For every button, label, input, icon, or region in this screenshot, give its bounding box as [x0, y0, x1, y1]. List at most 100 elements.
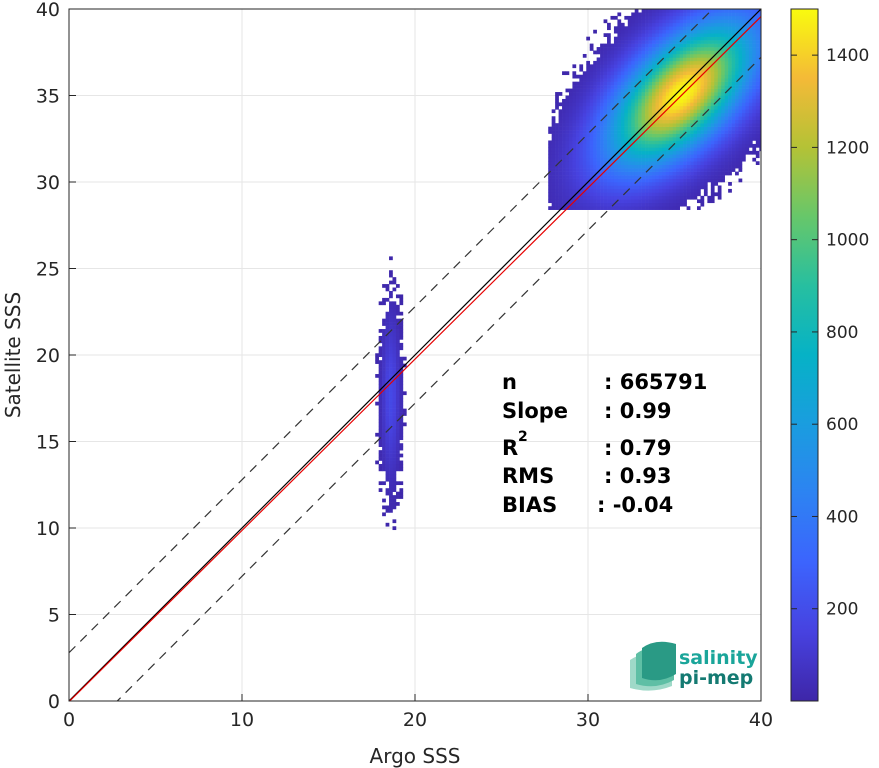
density-cell: [662, 15, 667, 20]
density-cell: [672, 50, 677, 55]
density-cell: [586, 188, 591, 193]
density-cell: [717, 78, 722, 82]
density-cell: [696, 47, 701, 51]
density-cell: [714, 26, 719, 31]
density-cell: [683, 19, 687, 24]
density-cell: [655, 202, 660, 207]
density-cell: [679, 92, 684, 96]
density-cell: [389, 481, 393, 486]
density-cell: [707, 126, 712, 131]
density-cell: [558, 192, 563, 197]
density-cell: [703, 185, 708, 190]
density-cell: [392, 495, 397, 499]
density-cell: [389, 443, 393, 447]
density-cell: [669, 164, 674, 169]
density-cell: [755, 133, 760, 138]
density-cell: [686, 206, 691, 210]
density-cell: [620, 47, 625, 51]
density-cell: [589, 143, 594, 148]
density-cell: [735, 102, 739, 107]
density-cell: [714, 126, 719, 131]
density-cell: [572, 182, 577, 186]
density-cell: [589, 137, 594, 141]
density-cell: [728, 47, 732, 51]
density-cell: [631, 12, 636, 17]
density-cell: [676, 85, 680, 89]
density-cell: [382, 467, 386, 472]
density-cell: [555, 95, 559, 100]
density-cell: [575, 206, 580, 210]
density-cell: [607, 60, 611, 65]
density-cell: [658, 185, 663, 190]
density-cell: [658, 161, 663, 165]
density-cell: [627, 67, 632, 72]
density-cell: [652, 9, 656, 13]
density-cell: [759, 88, 761, 93]
density-cell: [389, 332, 393, 337]
density-cell: [562, 133, 566, 138]
density-cell: [610, 171, 615, 176]
density-cell: [600, 78, 604, 82]
density-cell: [603, 195, 608, 200]
density-cell: [645, 92, 649, 96]
density-cell: [735, 105, 739, 110]
density-cell: [652, 22, 656, 27]
density-cell: [631, 178, 636, 183]
density-cell: [717, 64, 722, 69]
density-cell: [652, 33, 656, 37]
density-cell: [679, 192, 684, 197]
density-cell: [382, 377, 386, 382]
density-cell: [721, 9, 725, 13]
density-cell: [378, 335, 383, 340]
density-cell: [562, 164, 566, 169]
density-cell: [728, 119, 732, 124]
density-cell: [669, 178, 674, 183]
density-cell: [399, 429, 404, 434]
density-cell: [741, 53, 746, 58]
density-cell: [399, 332, 404, 337]
density-cell: [575, 150, 580, 155]
density-cell: [624, 98, 629, 103]
density-cell: [565, 182, 570, 186]
density-cell: [617, 195, 622, 200]
density-cell: [627, 188, 632, 193]
density-cell: [565, 175, 570, 179]
density-cell: [707, 71, 712, 76]
density-cell: [378, 457, 383, 461]
density-cell: [641, 36, 646, 41]
density-cell: [714, 85, 719, 89]
density-cell: [596, 71, 601, 76]
density-cell: [748, 130, 753, 134]
density-cell: [620, 85, 625, 89]
density-cell: [648, 178, 653, 183]
density-cell: [714, 171, 719, 176]
density-cell: [690, 12, 694, 17]
density-cell: [686, 105, 691, 110]
density-cell: [620, 53, 625, 58]
density-cell: [562, 105, 566, 110]
density-cell: [579, 150, 584, 155]
density-cell: [755, 26, 760, 31]
density-cell: [631, 130, 636, 134]
density-cell: [759, 147, 761, 152]
density-cell: [714, 192, 719, 197]
density-cell: [593, 147, 597, 152]
density-cell: [683, 67, 687, 72]
density-cell: [389, 412, 393, 416]
density-cell: [607, 105, 611, 110]
density-cell: [593, 164, 597, 169]
density-cell: [738, 53, 743, 58]
density-cell: [634, 74, 639, 79]
density-cell: [627, 95, 632, 100]
density-cell: [610, 133, 615, 138]
density-cell: [575, 185, 580, 190]
density-cell: [745, 29, 750, 34]
density-cell: [572, 150, 577, 155]
density-cell: [624, 164, 629, 169]
density-cell: [565, 143, 570, 148]
density-cell: [648, 154, 653, 159]
density-cell: [648, 40, 653, 44]
density-cell: [620, 22, 625, 27]
density-cell: [579, 133, 584, 138]
density-cell: [676, 175, 680, 179]
